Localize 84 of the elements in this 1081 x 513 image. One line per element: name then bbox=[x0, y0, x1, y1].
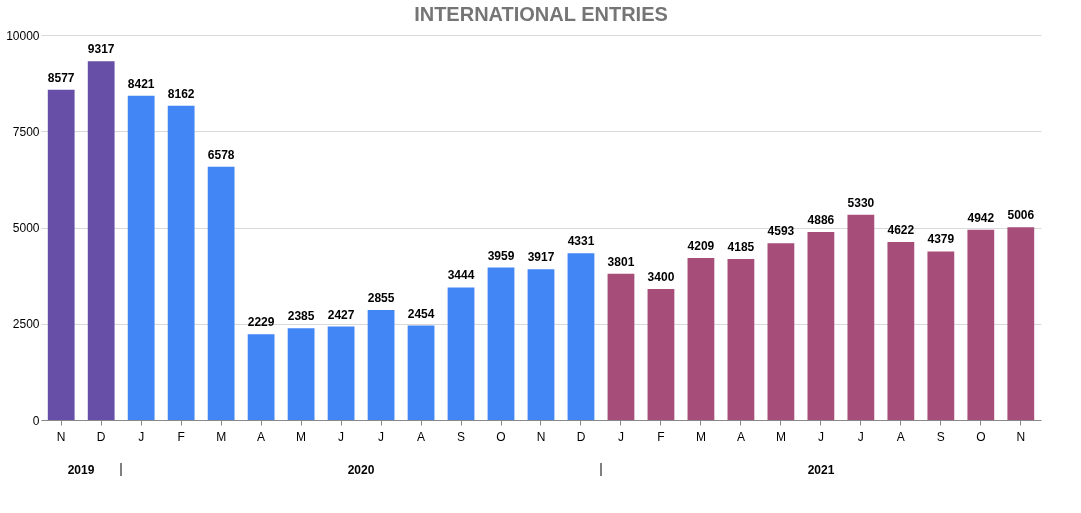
y-tick-label: 0 bbox=[32, 413, 40, 428]
data-label: 3801 bbox=[607, 254, 635, 269]
bar bbox=[87, 61, 115, 420]
data-label: 4593 bbox=[767, 224, 795, 239]
x-tick-label: A bbox=[257, 429, 266, 444]
bar bbox=[767, 243, 795, 420]
x-tick-label: A bbox=[417, 429, 426, 444]
bar bbox=[567, 253, 595, 420]
data-label: 4886 bbox=[807, 212, 835, 227]
x-tick-label: N bbox=[1016, 429, 1026, 444]
data-label: 9317 bbox=[87, 42, 115, 57]
x-tick-label: J bbox=[617, 429, 624, 444]
y-tick-label: 10000 bbox=[6, 28, 40, 43]
bar bbox=[367, 310, 395, 420]
x-tick-label: O bbox=[976, 429, 986, 444]
data-label: 3400 bbox=[647, 270, 675, 285]
x-tick-label: S bbox=[457, 429, 466, 444]
bar bbox=[927, 251, 955, 420]
bar bbox=[167, 105, 195, 420]
data-label: 3959 bbox=[487, 248, 515, 263]
x-tick-label: F bbox=[177, 429, 185, 444]
x-tick-label: J bbox=[338, 429, 345, 444]
bar bbox=[247, 334, 275, 420]
x-tick-label: M bbox=[216, 429, 227, 444]
x-tick-label: J bbox=[857, 429, 864, 444]
data-label: 2427 bbox=[327, 307, 355, 322]
data-label: 6578 bbox=[207, 147, 235, 162]
data-label: 8162 bbox=[167, 86, 195, 101]
bar bbox=[607, 273, 635, 420]
data-label: 5006 bbox=[1007, 208, 1035, 223]
x-tick-label: M bbox=[775, 429, 786, 444]
x-tick-label: F bbox=[657, 429, 665, 444]
bar bbox=[407, 325, 435, 420]
x-tick-label: N bbox=[536, 429, 546, 444]
bar bbox=[207, 166, 235, 420]
y-tick-label: 2500 bbox=[12, 317, 40, 332]
y-tick-label: 7500 bbox=[12, 124, 40, 139]
x-tick-label: O bbox=[496, 429, 506, 444]
bar bbox=[487, 267, 515, 420]
data-label: 4379 bbox=[927, 232, 955, 247]
data-label: 4331 bbox=[567, 234, 595, 249]
bar bbox=[887, 242, 915, 420]
bar bbox=[527, 269, 555, 420]
data-label: 8421 bbox=[127, 76, 155, 91]
x-tick-label: N bbox=[56, 429, 66, 444]
x-tick-label: J bbox=[378, 429, 385, 444]
bar bbox=[47, 89, 75, 420]
data-label: 2454 bbox=[407, 306, 435, 321]
data-label: 2855 bbox=[367, 291, 395, 306]
bar bbox=[647, 289, 675, 420]
x-tick-label: S bbox=[936, 429, 945, 444]
bar bbox=[807, 231, 835, 420]
text: 2019 bbox=[67, 463, 95, 477]
data-label: 4622 bbox=[887, 223, 915, 238]
x-tick-label: J bbox=[138, 429, 145, 444]
data-label: 3444 bbox=[447, 268, 475, 283]
data-label: 5330 bbox=[847, 195, 875, 210]
bar bbox=[287, 328, 315, 420]
text: 2020 bbox=[347, 463, 375, 477]
chart-title: INTERNATIONAL ENTRIES bbox=[414, 3, 668, 25]
text: 2021 bbox=[807, 463, 835, 477]
data-label: 8577 bbox=[47, 70, 75, 85]
bar bbox=[1007, 227, 1035, 420]
bar bbox=[967, 229, 995, 420]
bar bbox=[327, 326, 355, 420]
data-label: 3917 bbox=[527, 250, 555, 265]
x-tick-label: M bbox=[296, 429, 307, 444]
data-label: 2385 bbox=[287, 309, 315, 324]
bar bbox=[687, 257, 715, 420]
data-label: 2229 bbox=[247, 315, 275, 330]
x-tick-label: M bbox=[695, 429, 706, 444]
bar bbox=[847, 214, 875, 420]
x-tick-label: D bbox=[576, 429, 586, 444]
x-tick-label: A bbox=[896, 429, 905, 444]
x-tick-label: A bbox=[736, 429, 745, 444]
data-label: 4942 bbox=[967, 210, 995, 225]
data-label: 4185 bbox=[727, 239, 755, 254]
x-tick-label: D bbox=[96, 429, 106, 444]
data-label: 4209 bbox=[687, 238, 715, 253]
x-tick-label: J bbox=[817, 429, 824, 444]
bar bbox=[447, 287, 475, 420]
bar bbox=[727, 258, 755, 420]
y-tick-label: 5000 bbox=[12, 221, 40, 235]
bar bbox=[127, 95, 155, 420]
